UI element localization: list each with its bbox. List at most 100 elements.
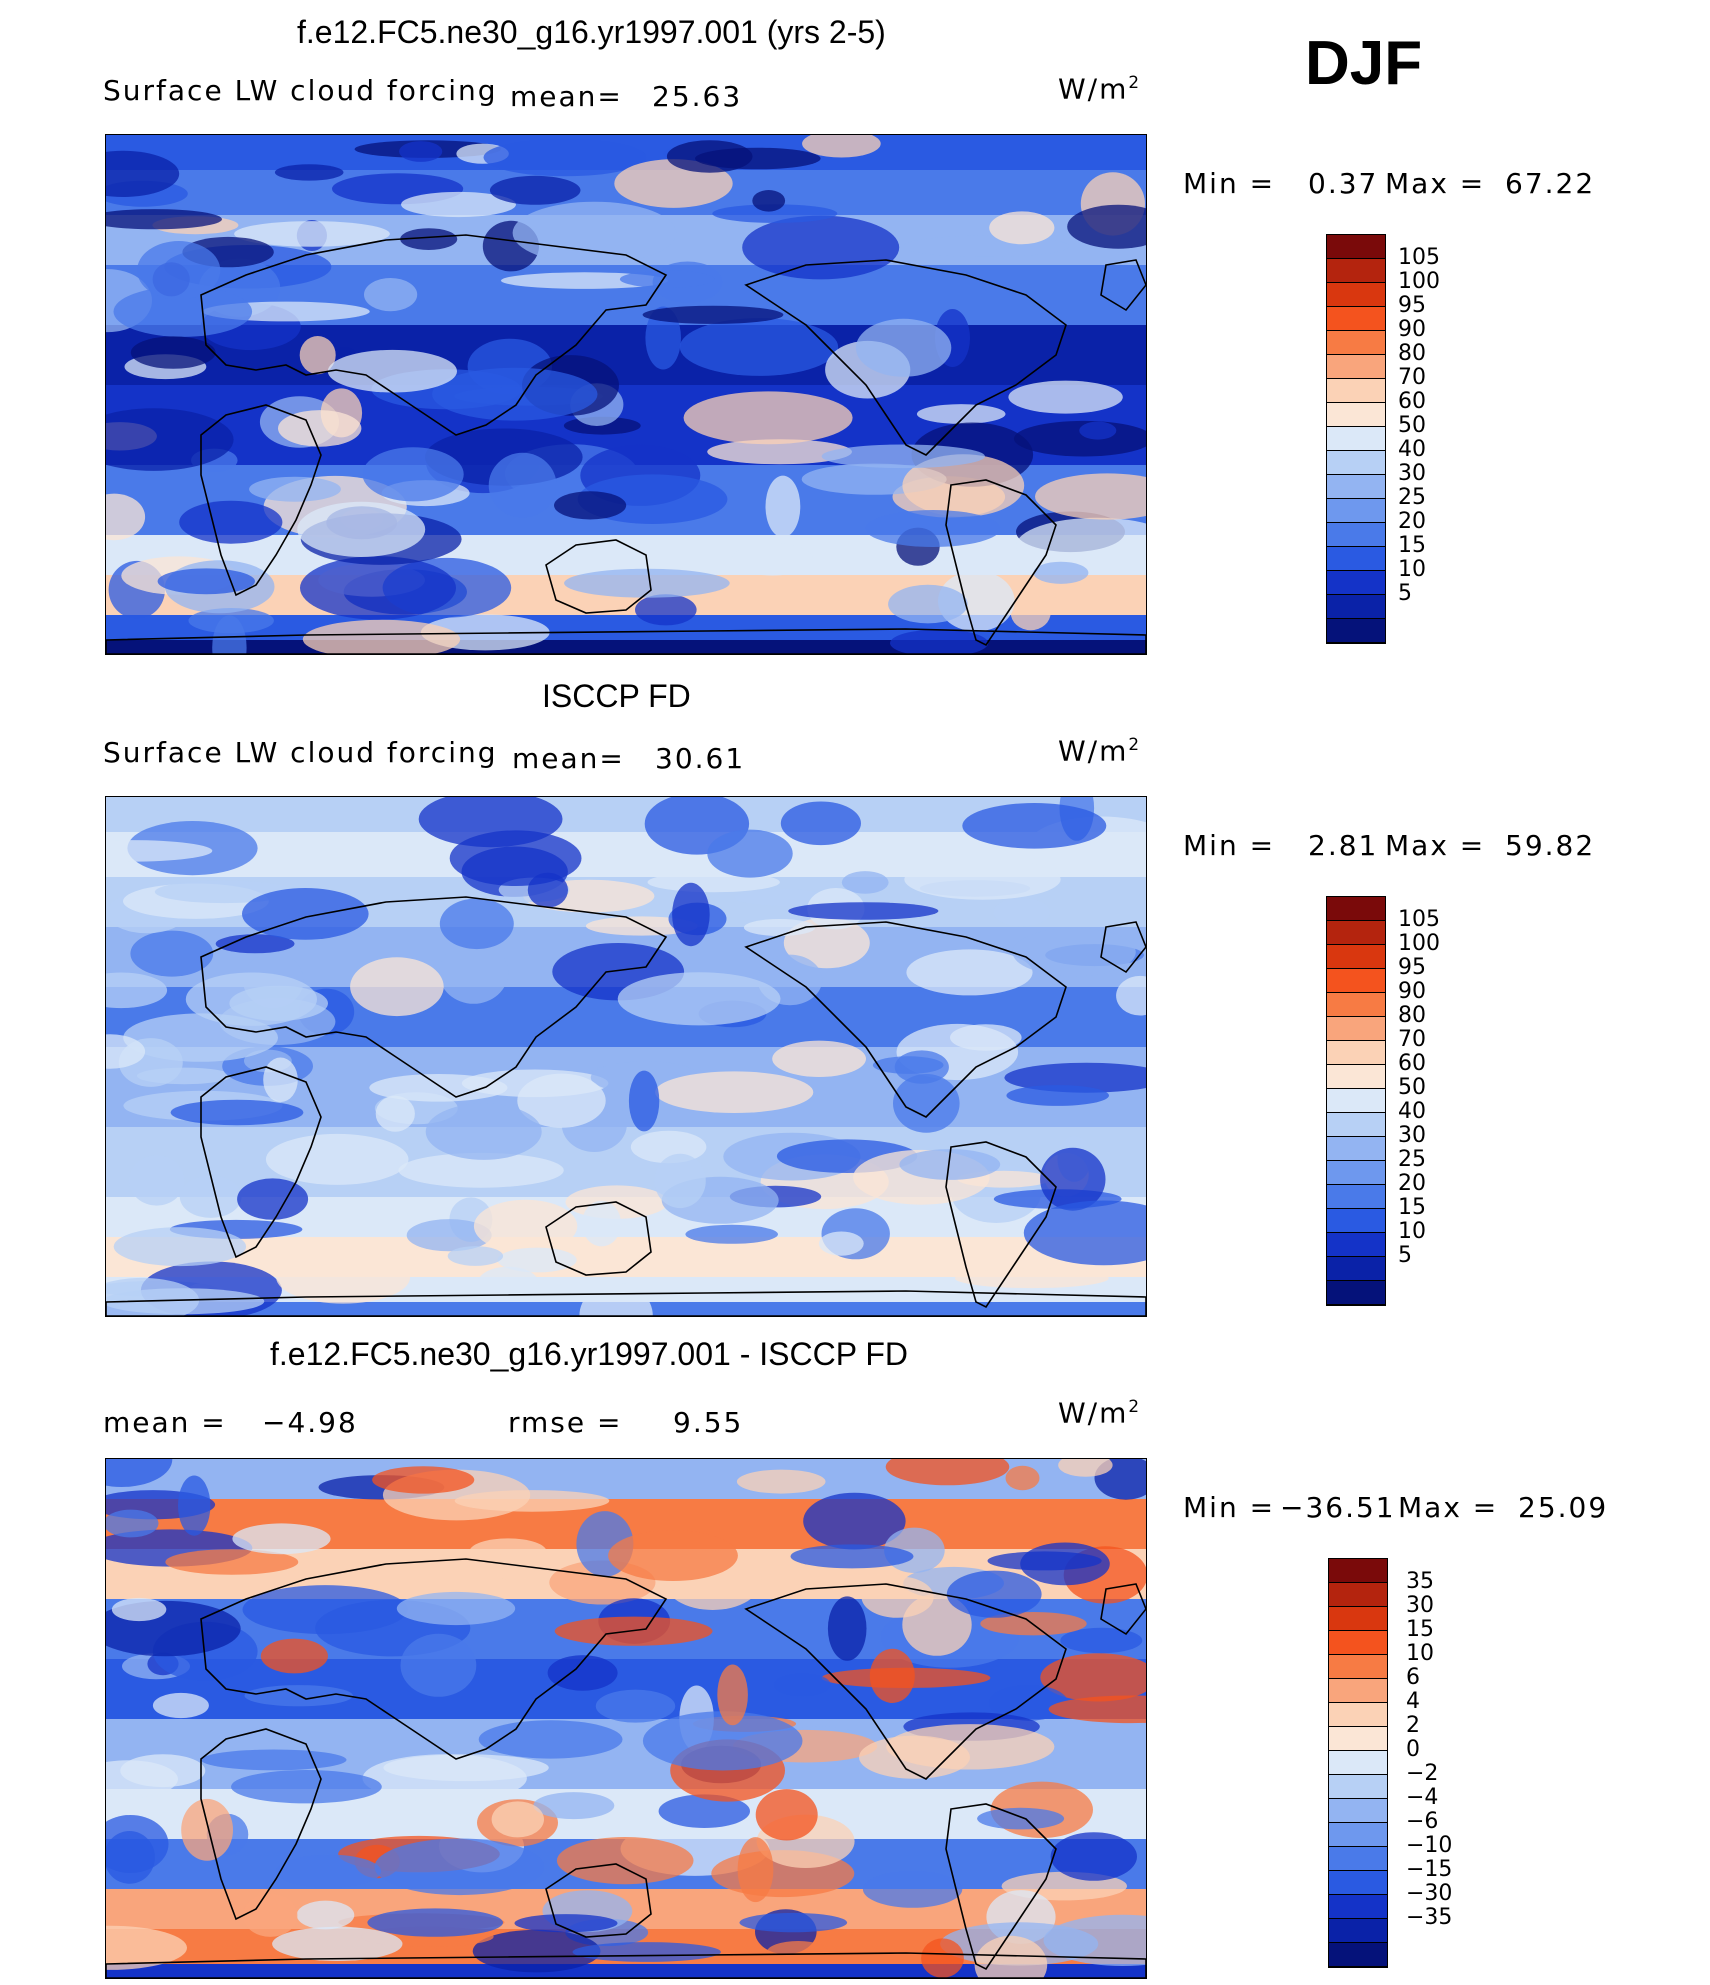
map-contour-blob xyxy=(1060,1627,1143,1654)
map-contour-blob xyxy=(274,164,344,181)
map-contour-blob xyxy=(179,1175,242,1218)
map-contour-blob xyxy=(950,1024,1022,1051)
colorbar-cell xyxy=(1327,1281,1385,1305)
panel-3-max-value: 25.09 xyxy=(1518,1491,1609,1524)
map-contour-blob xyxy=(1004,1062,1146,1093)
coastline xyxy=(106,628,1146,654)
map-contour-blob xyxy=(265,1133,409,1185)
colorbar-cell xyxy=(1329,1943,1387,1967)
map-contour-blob xyxy=(993,898,1050,927)
map-contour-blob xyxy=(106,493,146,541)
colorbar-tick-label: −30 xyxy=(1406,1881,1453,1906)
map-contour-blob xyxy=(449,830,582,886)
map-contour-blob xyxy=(954,1268,1109,1289)
map-contour-blob xyxy=(439,898,514,950)
map-contour-blob xyxy=(472,1929,601,1973)
map-contour-blob xyxy=(1116,975,1146,1016)
map-contour-blob xyxy=(327,349,457,393)
map-contour-blob xyxy=(780,801,862,846)
colorbar-cell xyxy=(1329,1607,1387,1631)
map-contour-blob xyxy=(454,1490,610,1512)
map-contour-blob xyxy=(1040,1653,1146,1702)
map-contour-blob xyxy=(157,568,255,595)
colorbar-cell xyxy=(1327,235,1385,259)
colorbar-tick-label: 35 xyxy=(1406,1569,1434,1594)
map-contour-blob xyxy=(752,190,786,212)
colorbar-tick-label: 10 xyxy=(1398,1219,1426,1244)
map-contour-blob xyxy=(367,1908,504,1937)
map-contour-blob xyxy=(772,1040,866,1077)
map-contour-blob xyxy=(242,888,369,940)
colorbar-cell xyxy=(1329,1799,1387,1823)
map-contour-blob xyxy=(707,829,793,878)
map-contour-blob xyxy=(106,1034,146,1069)
map-contour-blob xyxy=(483,138,647,177)
panel-2-max-label: Max = xyxy=(1385,829,1486,862)
colorbar-tick-label: 70 xyxy=(1398,1027,1426,1052)
map-contour-blob xyxy=(439,941,509,1004)
colorbar-tick-label: 95 xyxy=(1398,955,1426,980)
map-contour-blob xyxy=(946,1570,1042,1618)
colorbar-tick-label: 2 xyxy=(1406,1713,1420,1738)
colorbar-cell xyxy=(1329,1583,1387,1607)
map-contour-blob xyxy=(179,500,283,544)
map-contour-blob xyxy=(369,1074,508,1102)
panel-3-rmse-label: rmse = xyxy=(508,1406,623,1439)
map-contour-blob xyxy=(962,803,1107,849)
colorbar-cell xyxy=(1327,259,1385,283)
map-contour-blob xyxy=(1040,1147,1106,1211)
map-contour-blob xyxy=(278,410,362,447)
coastline xyxy=(945,479,1057,647)
coastline xyxy=(545,1201,652,1276)
map-contour-blob xyxy=(130,336,216,369)
colorbar-tick-label: 4 xyxy=(1406,1689,1420,1714)
map-contour-blob xyxy=(1005,1465,1040,1491)
coastline xyxy=(545,1863,652,1938)
colorbar-tick-label: 15 xyxy=(1398,1195,1426,1220)
colorbar-tick-label: 100 xyxy=(1398,269,1440,294)
map-contour-blob xyxy=(374,1838,545,1896)
colorbar-cell xyxy=(1327,1161,1385,1185)
coastline xyxy=(545,539,652,614)
panel-1-mean-label: mean= xyxy=(510,80,623,113)
colorbar-tick-label: 25 xyxy=(1398,1147,1426,1172)
map-contour-blob xyxy=(736,1469,826,1494)
panel-2-min-label: Min = xyxy=(1183,829,1276,862)
colorbar-tick-label: 40 xyxy=(1398,437,1426,462)
colorbar-cell xyxy=(1327,355,1385,379)
map-contour-band xyxy=(106,1964,1146,1978)
colorbar-tick-label: 15 xyxy=(1406,1617,1434,1642)
colorbar-tick-label: 80 xyxy=(1398,341,1426,366)
map-contour-blob xyxy=(106,1459,173,1487)
map-contour-blob xyxy=(1006,1085,1109,1106)
map-contour-band xyxy=(106,535,1146,575)
colorbar-tick-label: 105 xyxy=(1398,245,1440,270)
coastline xyxy=(1100,1583,1146,1636)
map-contour-blob xyxy=(579,1282,653,1316)
colorbar-tick-label: 60 xyxy=(1398,1051,1426,1076)
colorbar-tick-label: 20 xyxy=(1398,509,1426,534)
map-contour-blob xyxy=(237,1178,309,1220)
panel-1-colorbar xyxy=(1326,234,1386,644)
map-contour-blob xyxy=(572,1942,721,1962)
map-contour-blob xyxy=(988,1684,1068,1721)
map-contour-blob xyxy=(123,1013,278,1062)
map-contour-blob xyxy=(790,1544,914,1569)
map-contour-blob xyxy=(642,305,784,324)
map-contour-blob xyxy=(921,1938,964,1978)
colorbar-tick-label: 50 xyxy=(1398,413,1426,438)
colorbar-tick-label: 25 xyxy=(1398,485,1426,510)
map-contour-blob xyxy=(916,404,1006,424)
colorbar-cell xyxy=(1327,619,1385,643)
coastline xyxy=(200,234,668,436)
colorbar-cell xyxy=(1329,1655,1387,1679)
colorbar-cell xyxy=(1327,499,1385,523)
map-contour-blob xyxy=(788,902,939,920)
colorbar-tick-label: 50 xyxy=(1398,1075,1426,1100)
panel-1-units: W/m2 xyxy=(1058,72,1142,106)
map-contour-blob xyxy=(231,1770,382,1804)
coastline xyxy=(200,404,322,597)
map-contour-blob xyxy=(517,1073,606,1128)
colorbar-cell xyxy=(1329,1895,1387,1919)
panel-3-colorbar xyxy=(1328,1558,1388,1968)
